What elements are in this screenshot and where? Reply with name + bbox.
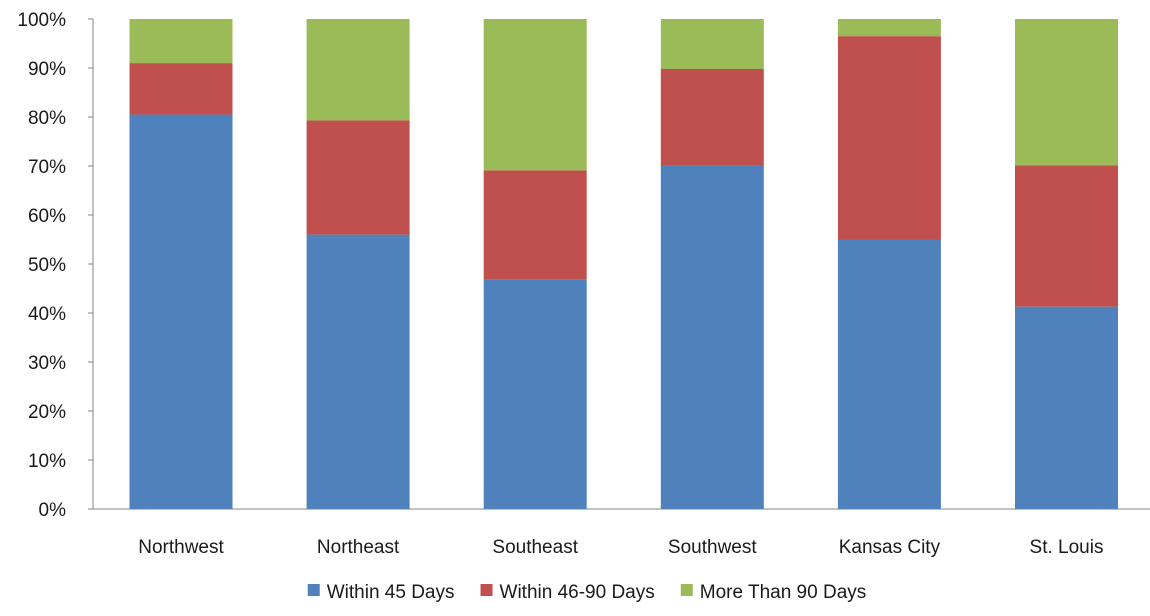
bar-within-46-90-days-southwest bbox=[660, 68, 764, 166]
bar-within-46-90-days-kansas-city bbox=[837, 36, 941, 240]
bar-within-45-days-st-louis bbox=[1015, 306, 1118, 509]
y-tick-label: 100% bbox=[17, 10, 66, 31]
bar-within-45-days-northwest bbox=[129, 114, 233, 510]
y-tick-label: 50% bbox=[28, 255, 66, 276]
legend-item-within-46-90-days: Within 46-90 Days bbox=[480, 582, 655, 603]
legend-item-more-than-90-days: More Than 90 Days bbox=[680, 582, 867, 603]
y-tick-label: 30% bbox=[28, 353, 66, 374]
legend-swatch bbox=[307, 584, 320, 596]
bar-within-46-90-days-northwest bbox=[129, 63, 233, 115]
y-tick-label: 0% bbox=[39, 500, 67, 521]
legend-swatch bbox=[480, 584, 493, 596]
bar-more-than-90-days-st-louis bbox=[1015, 19, 1118, 166]
legend-swatch bbox=[680, 584, 693, 596]
bar-group-northeast bbox=[306, 19, 410, 509]
legend-label: More Than 90 Days bbox=[700, 582, 867, 603]
x-tick-label: St. Louis bbox=[1030, 537, 1104, 558]
y-tick-label: 10% bbox=[28, 451, 66, 472]
x-tick-label: Northwest bbox=[138, 537, 224, 558]
y-tick-label: 80% bbox=[28, 108, 66, 129]
bar-group-southeast bbox=[483, 19, 587, 509]
bar-within-46-90-days-st-louis bbox=[1015, 165, 1118, 307]
bar-more-than-90-days-northwest bbox=[129, 19, 233, 64]
bars bbox=[129, 19, 1118, 510]
bar-within-45-days-northeast bbox=[306, 234, 410, 509]
bar-within-46-90-days-southeast bbox=[483, 170, 587, 280]
bar-within-45-days-southeast bbox=[483, 279, 587, 509]
x-tick-label: Southwest bbox=[668, 537, 757, 558]
bar-within-46-90-days-northeast bbox=[306, 120, 410, 235]
legend-label: Within 45 Days bbox=[327, 582, 455, 603]
x-tick-label: Northeast bbox=[317, 537, 400, 558]
x-axis: Northwest Northeast Southeast Southwest Kans… bbox=[93, 508, 1150, 558]
bar-more-than-90-days-kansas-city bbox=[837, 19, 941, 37]
y-axis: 0% 10% 20% 30% 40% 50% 60% 70% 80% 90% 100% bbox=[17, 10, 94, 521]
bar-within-45-days-kansas-city bbox=[837, 239, 941, 509]
legend: Within 45 Days Within 46-90 Days More Than… bbox=[307, 582, 867, 603]
y-tick-label: 90% bbox=[28, 59, 66, 80]
bar-within-45-days-southwest bbox=[660, 165, 764, 509]
bar-group-st-louis bbox=[1015, 19, 1118, 509]
y-tick-label: 40% bbox=[28, 304, 66, 325]
legend-label: Within 46-90 Days bbox=[500, 582, 655, 603]
y-tick-label: 70% bbox=[28, 157, 66, 178]
y-tick-label: 60% bbox=[28, 206, 66, 227]
y-tick-label: 20% bbox=[28, 402, 66, 423]
bar-more-than-90-days-southwest bbox=[660, 19, 764, 69]
bar-group-kansas-city bbox=[837, 19, 941, 509]
bar-group-northwest bbox=[129, 19, 233, 510]
legend-item-within-45-days: Within 45 Days bbox=[307, 582, 455, 603]
bar-more-than-90-days-southeast bbox=[483, 19, 587, 171]
bar-group-southwest bbox=[660, 19, 764, 509]
x-tick-label: Southeast bbox=[492, 537, 578, 558]
x-tick-label: Kansas City bbox=[839, 537, 941, 558]
bar-more-than-90-days-northeast bbox=[306, 19, 410, 121]
